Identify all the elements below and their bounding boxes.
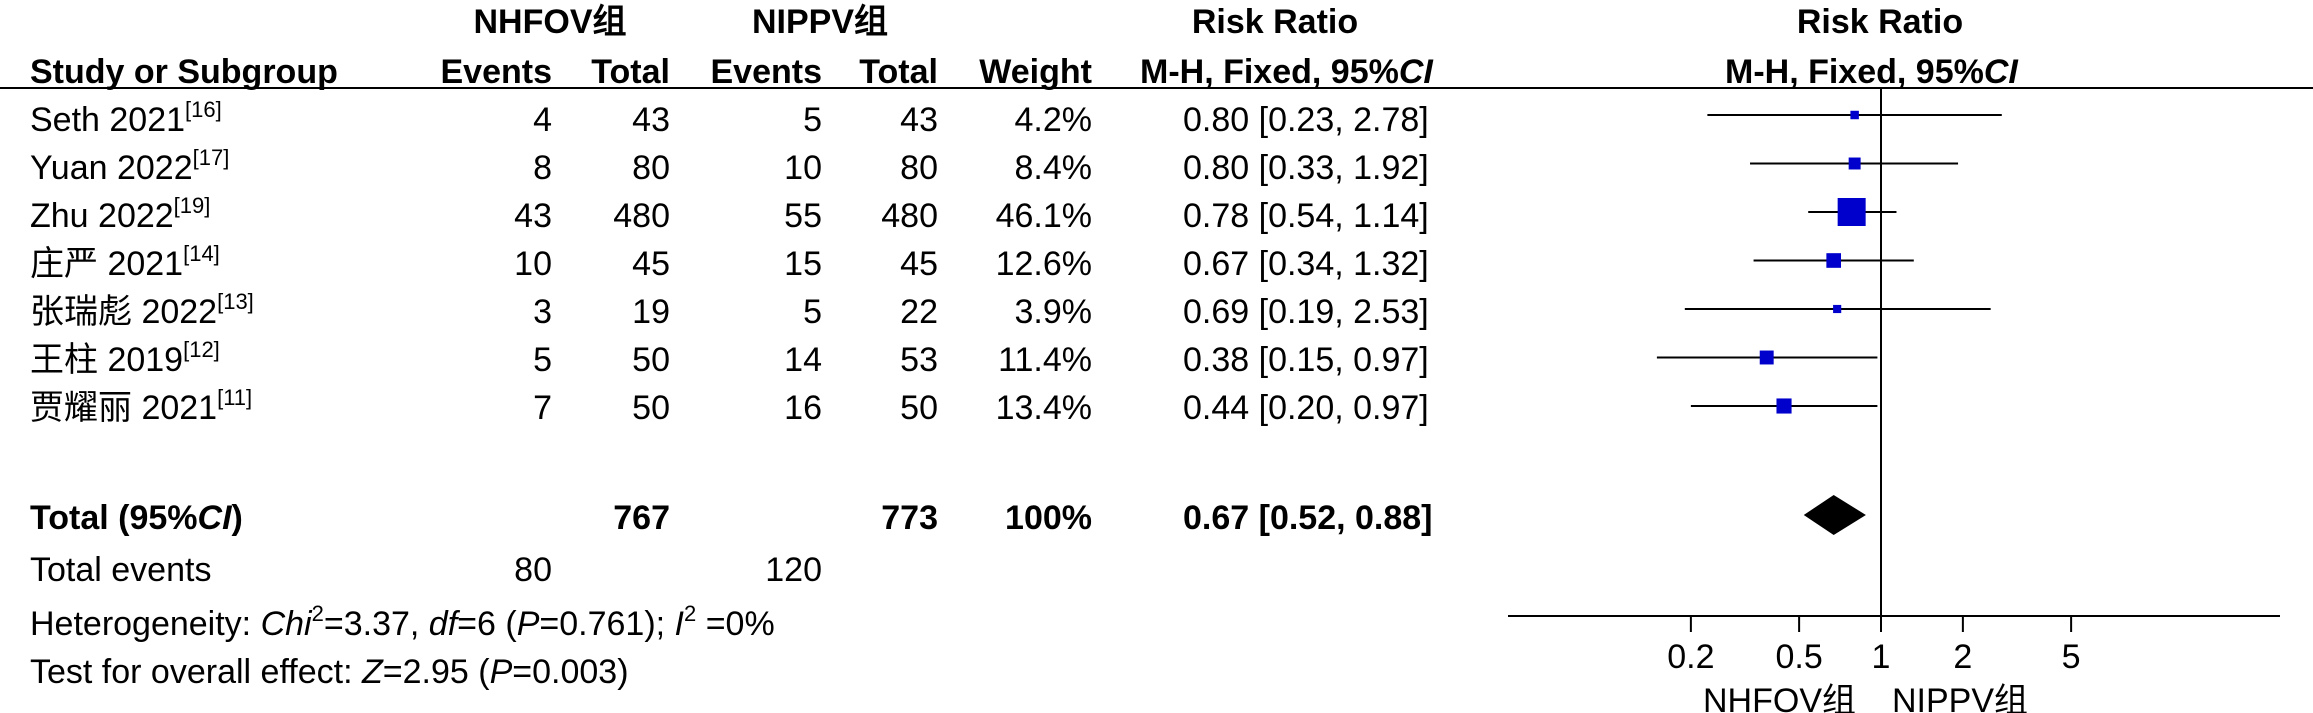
pooled-diamond	[1803, 495, 1866, 535]
total-weight: 100%	[1005, 499, 1092, 537]
study-events1: 10	[514, 245, 552, 283]
study-total1: 480	[613, 197, 670, 235]
total-events1: 80	[514, 551, 552, 589]
total2-value: 773	[881, 499, 938, 537]
total-label: Total (95%CI)	[30, 499, 243, 537]
study-name: Yuan 2022[17]	[30, 145, 230, 188]
study-events1: 7	[533, 389, 552, 427]
study-name: 庄严 2021[14]	[30, 241, 220, 284]
group1-header: NHFOV组	[473, 3, 627, 41]
study-point-marker	[1850, 110, 1859, 120]
study-events2: 5	[803, 293, 822, 331]
study-name: 贾耀丽 2021[11]	[30, 385, 253, 428]
study-weight: 4.2%	[1014, 101, 1093, 139]
total-events2: 120	[765, 551, 822, 589]
study-weight: 12.6%	[995, 245, 1092, 283]
total-ci-text: 0.67 [0.52, 0.88]	[1183, 499, 1433, 537]
study-total2: 50	[900, 389, 938, 427]
study-weight: 46.1%	[995, 197, 1092, 235]
study-point-marker	[1826, 253, 1842, 268]
study-ci-text: 0.80 [0.23, 2.78]	[1183, 101, 1429, 139]
study-total2: 22	[900, 293, 938, 331]
study-events2: 10	[784, 149, 822, 187]
study-weight: 13.4%	[995, 389, 1092, 427]
study-events2: 5	[803, 101, 822, 139]
x-tick-label: 0.2	[1667, 638, 1714, 676]
weight-column-header: Weight	[979, 53, 1092, 91]
method-column-header: M-H, Fixed, 95%CI	[1140, 53, 1433, 91]
study-total1: 50	[632, 389, 670, 427]
study-events1: 3	[533, 293, 552, 331]
study-point-marker	[1848, 157, 1861, 170]
x-tick-label: 0.5	[1775, 638, 1822, 676]
events1-column-header: Events	[440, 53, 553, 91]
study-events2: 14	[784, 341, 822, 379]
overall-effect-text: Test for overall effect: Z=2.95 (P=0.003…	[30, 653, 629, 691]
total2-column-header: Total	[859, 53, 938, 91]
study-ci-text: 0.38 [0.15, 0.97]	[1183, 341, 1429, 379]
x-tick-label: 1	[1872, 638, 1891, 676]
x-tick-label: 5	[2062, 638, 2081, 676]
study-point-marker	[1776, 398, 1792, 414]
plot-method-header: M-H, Fixed, 95%CI	[1725, 53, 2018, 91]
study-events1: 5	[533, 341, 552, 379]
study-name: Seth 2021[16]	[30, 97, 222, 140]
study-ci-text: 0.80 [0.33, 1.92]	[1183, 149, 1429, 187]
total1-column-header: Total	[591, 53, 670, 91]
study-point-marker	[1837, 198, 1866, 226]
study-total1: 19	[632, 293, 670, 331]
group2-header: NIPPV组	[751, 3, 889, 41]
study-events1: 4	[533, 101, 552, 139]
study-ci-text: 0.69 [0.19, 2.53]	[1183, 293, 1429, 331]
study-ci-text: 0.78 [0.54, 1.14]	[1183, 197, 1429, 235]
study-name: Zhu 2022[19]	[30, 193, 211, 236]
study-ci-text: 0.44 [0.20, 0.97]	[1183, 389, 1429, 427]
study-total1: 50	[632, 341, 670, 379]
study-weight: 8.4%	[1014, 149, 1093, 187]
study-events2: 16	[784, 389, 822, 427]
study-events2: 15	[784, 245, 822, 283]
study-total1: 43	[632, 101, 670, 139]
study-total2: 53	[900, 341, 938, 379]
study-total2: 43	[900, 101, 938, 139]
study-weight: 11.4%	[998, 341, 1092, 379]
study-point-marker	[1759, 350, 1774, 365]
events2-column-header: Events	[710, 53, 823, 91]
study-name: 张瑞彪 2022[13]	[30, 289, 254, 332]
study-ci-text: 0.67 [0.34, 1.32]	[1183, 245, 1429, 283]
study-total2: 480	[881, 197, 938, 235]
favours-left-label: NHFOV组	[1703, 682, 1856, 713]
x-tick-label: 2	[1953, 638, 1972, 676]
rr-table-title: Risk Ratio	[1191, 3, 1359, 41]
study-name: 王柱 2019[12]	[30, 337, 220, 380]
study-total1: 45	[632, 245, 670, 283]
study-weight: 3.9%	[1014, 293, 1093, 331]
total-events-label: Total events	[30, 551, 212, 589]
study-events1: 43	[514, 197, 552, 235]
study-events2: 55	[784, 197, 822, 235]
heterogeneity-text: Heterogeneity: Chi2=3.37, df=6 (P=0.761)…	[30, 601, 775, 644]
study-total2: 45	[900, 245, 938, 283]
study-total1: 80	[632, 149, 670, 187]
favours-right-label: NIPPV组	[1892, 682, 2028, 713]
total1-value: 767	[613, 499, 670, 537]
study-column-header: Study or Subgroup	[30, 53, 338, 91]
study-total2: 80	[900, 149, 938, 187]
study-point-marker	[1833, 304, 1842, 314]
rr-plot-title: Risk Ratio	[1796, 3, 1964, 41]
study-events1: 8	[533, 149, 552, 187]
